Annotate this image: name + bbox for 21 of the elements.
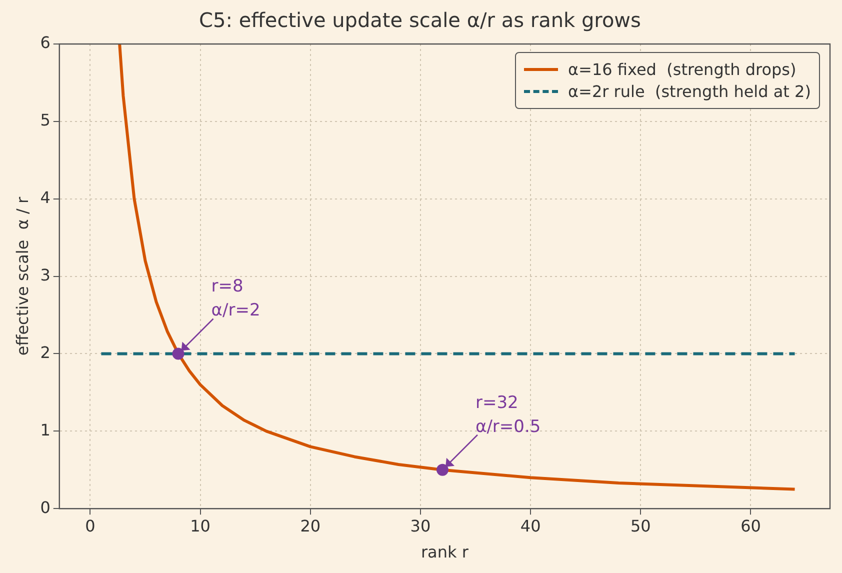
legend-label: α=16 fixed (strength drops) [568,60,796,79]
y-tick-label: 6 [40,33,50,52]
x-tick-label: 60 [740,516,761,536]
x-tick-label: 30 [410,516,431,536]
annotation: r=8 α/r=2 [211,276,260,321]
y-tick-label: 4 [40,188,50,208]
y-tick-label: 3 [40,265,50,284]
annotation: r=32 α/r=0.5 [475,392,541,437]
x-tick-label: 0 [85,516,96,536]
chart-title: C5: effective update scale α/r as rank grows [199,8,641,32]
y-tick-label: 5 [40,110,50,130]
y-axis-title: effective scale α / r [12,196,32,356]
y-tick-label: 2 [40,342,50,362]
x-axis-title: rank r [420,542,469,562]
x-tick-label: 10 [190,516,210,536]
x-tick-label: 50 [630,516,651,536]
legend-label: α=2r rule (strength held at 2) [568,82,811,101]
y-tick-label: 1 [40,420,50,440]
y-tick-label: 0 [40,498,50,517]
x-tick-label: 20 [300,516,321,536]
x-tick-label: 40 [520,516,541,536]
